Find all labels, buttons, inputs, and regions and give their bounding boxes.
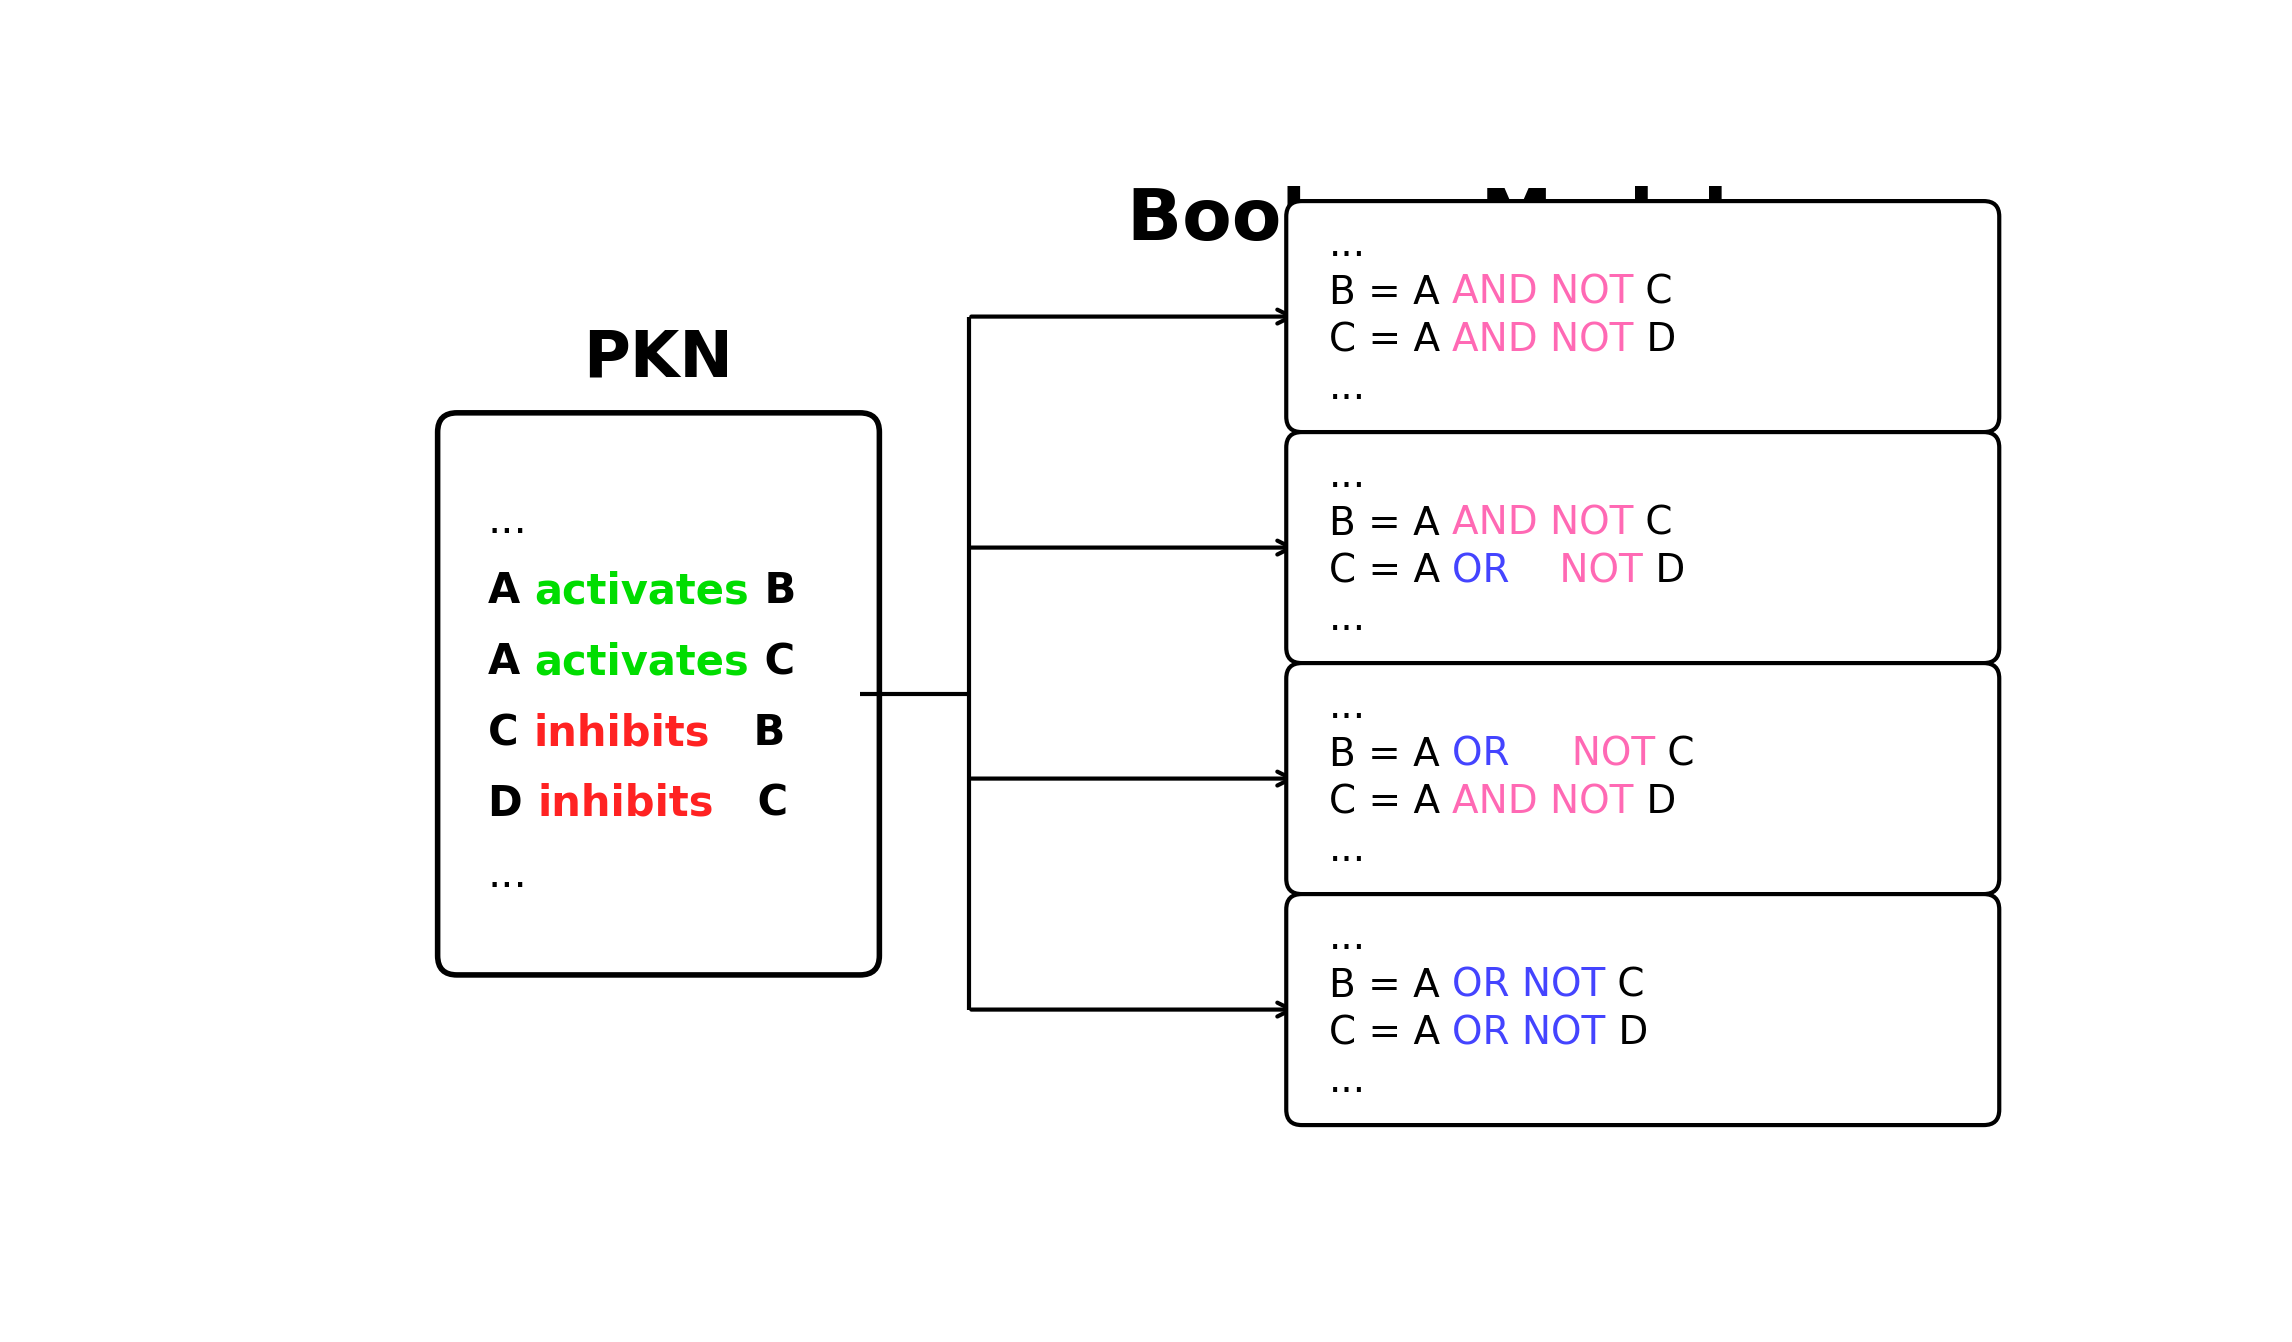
Text: ...: ... xyxy=(1329,458,1366,495)
Text: D: D xyxy=(1607,1015,1648,1052)
Text: OR: OR xyxy=(1453,735,1547,774)
Text: C = A: C = A xyxy=(1329,784,1453,821)
FancyBboxPatch shape xyxy=(1286,432,1999,663)
Text: ...: ... xyxy=(1329,919,1366,957)
Text: NOT: NOT xyxy=(1547,735,1655,774)
FancyBboxPatch shape xyxy=(438,413,880,974)
Text: inhibits: inhibits xyxy=(536,782,713,825)
Text: PKN: PKN xyxy=(584,327,733,389)
Text: B = A: B = A xyxy=(1329,966,1453,1005)
Text: B = A: B = A xyxy=(1329,735,1453,774)
Text: ...: ... xyxy=(1329,600,1366,639)
Text: ...: ... xyxy=(1329,831,1366,870)
Text: ...: ... xyxy=(1329,225,1366,264)
Text: B: B xyxy=(711,713,784,754)
Text: C: C xyxy=(713,782,788,825)
Text: AND NOT: AND NOT xyxy=(1453,322,1634,360)
Text: C: C xyxy=(488,713,534,754)
Text: B: B xyxy=(749,570,795,612)
Text: B = A: B = A xyxy=(1329,505,1453,542)
Text: OR NOT: OR NOT xyxy=(1453,966,1604,1005)
Text: C: C xyxy=(1634,274,1673,311)
Text: A: A xyxy=(488,570,534,612)
FancyBboxPatch shape xyxy=(1286,894,1999,1125)
Text: AND NOT: AND NOT xyxy=(1453,784,1634,821)
Text: ...: ... xyxy=(488,854,527,896)
Text: activates: activates xyxy=(534,570,749,612)
Text: C = A: C = A xyxy=(1329,553,1453,590)
Text: OR: OR xyxy=(1453,553,1547,590)
Text: C = A: C = A xyxy=(1329,1015,1453,1052)
FancyBboxPatch shape xyxy=(1286,201,1999,432)
FancyBboxPatch shape xyxy=(1286,663,1999,894)
Text: activates: activates xyxy=(534,641,749,683)
Text: inhibits: inhibits xyxy=(534,713,711,754)
Text: ...: ... xyxy=(1329,1062,1366,1100)
Text: D: D xyxy=(1634,322,1675,360)
Text: A: A xyxy=(488,641,534,683)
Text: ...: ... xyxy=(1329,369,1366,407)
Text: B = A: B = A xyxy=(1329,274,1453,311)
Text: C: C xyxy=(1634,505,1673,542)
Text: D: D xyxy=(488,782,536,825)
Text: D: D xyxy=(1634,784,1675,821)
Text: C: C xyxy=(1655,735,1694,774)
Text: C: C xyxy=(749,641,795,683)
Text: ...: ... xyxy=(488,499,527,542)
Text: ...: ... xyxy=(1329,688,1366,726)
Text: C: C xyxy=(1604,966,1646,1005)
Text: NOT: NOT xyxy=(1547,553,1643,590)
Text: OR NOT: OR NOT xyxy=(1453,1015,1607,1052)
Text: C = A: C = A xyxy=(1329,322,1453,360)
Text: AND NOT: AND NOT xyxy=(1453,274,1634,311)
Text: AND NOT: AND NOT xyxy=(1453,505,1634,542)
Text: Boolean Models: Boolean Models xyxy=(1128,185,1772,255)
Text: D: D xyxy=(1643,553,1685,590)
